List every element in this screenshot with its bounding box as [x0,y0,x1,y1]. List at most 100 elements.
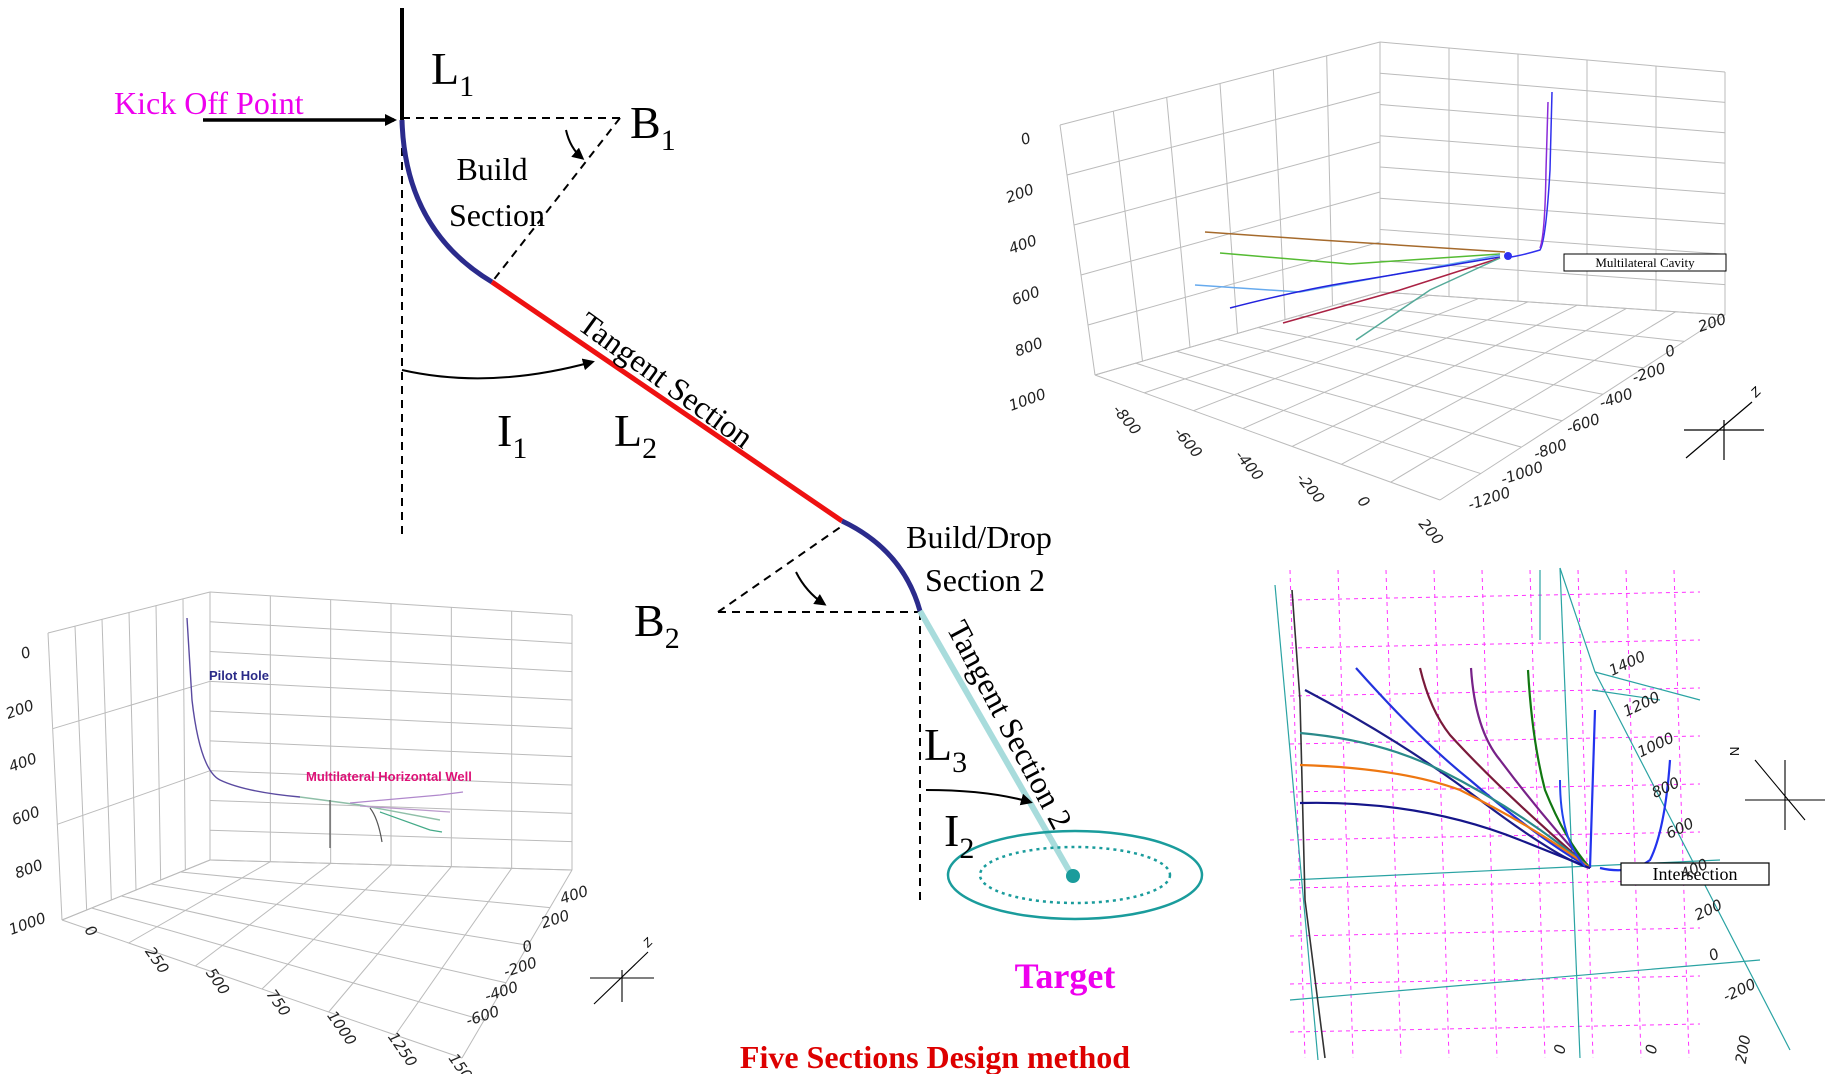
br-edge-path [1291,589,1326,1059]
bl-grid-line [91,907,485,1021]
bl-left-tick: 0 [18,643,33,663]
tr-bottom-tick: -400 [1231,447,1267,485]
tr-left-tick: 1000 [1006,385,1048,415]
tr-right-tick: -600 [1564,410,1602,438]
build-drop-section-curve [840,518,923,612]
tr-label-box [1563,253,1727,272]
br-grid-line [1289,569,1306,1059]
tr-grid-line [1379,197,1726,225]
bl-lateral-main [299,796,441,821]
tr-bottom-ticks: -800 -600 -400 -200 0 200 [1109,401,1447,549]
bl-bottom-tick: 250 [141,943,172,977]
br-path-4 [1469,667,1591,869]
tr-grid-line [1272,69,1286,320]
bl-lateral-d [369,807,383,843]
bl-lateral-a [349,791,464,804]
bl-right-tick: -200 [501,953,539,981]
tr-left-tick: 400 [1006,231,1039,258]
label-l2: L2 [614,405,657,465]
bl-grid-line [128,612,137,891]
br-right-tick: 600 [1663,814,1697,842]
bl-right-tick: -600 [464,1002,502,1030]
tr-bottom-tick: -600 [1170,424,1206,462]
target-label: Target [1015,956,1116,996]
br-grid-line [1529,569,1546,1059]
br-bottom-tick: 0 [1550,1043,1569,1056]
tr-grid-line [1257,327,1603,395]
tr-bottom-tick: 0 [1354,492,1374,511]
tr-grid-line [1135,362,1481,475]
br-n-axis-icon: N [1727,747,1825,830]
bl-left-tick: 800 [12,856,45,883]
br-bottom-tick: 200 [1732,1033,1755,1064]
br-path-5 [1526,669,1591,869]
bl-grid-line [61,919,463,1059]
tr-path-brown [1204,231,1506,253]
bl-grid [47,591,573,1059]
tr-grid-line [1176,350,1522,448]
tr-grid-line [1390,311,1676,483]
tr-grid-line [1326,55,1333,306]
i2-angle-arrow [925,789,1033,806]
kick-off-point-label: Kick Off Point [114,85,304,121]
tr-path-blue-branch [1229,256,1501,309]
tr-bottom-tick: -800 [1109,401,1145,439]
br-grid-line [1625,569,1642,1059]
br-grid-line [1433,569,1450,1059]
br-path-11 [1559,779,1586,867]
tr-path-maroon [1282,257,1501,324]
tr-grid-line [1379,135,1726,164]
bl-left-tick: 400 [6,749,39,776]
br-grid-line [1289,831,1701,841]
bl-grid-line [47,632,63,921]
br-frame-line [1274,584,1319,1061]
br-path-6 [1588,709,1597,869]
br-grid-line [1289,927,1701,937]
br-frame-line [1591,689,1661,701]
bl-grid-line [461,869,573,1059]
bl-grid-line [150,883,529,946]
tr-bottom-tick: 200 [1415,515,1447,549]
bl-grid-line [209,859,573,871]
br-right-tick: 200 [1692,896,1726,924]
z-axis-icon: Z [1684,383,1764,460]
br-axis-letter: N [1727,747,1742,756]
bl-left-tick: 200 [3,696,36,723]
tr-path-purple-vertical [1539,101,1549,249]
tr-grid-line [1094,374,1441,501]
tr-grid-line [1379,166,1726,194]
br-grid-line [1673,569,1690,1059]
bl-lateral-e [379,811,443,833]
br-grid [1274,567,1791,1061]
tr-path-lightblue [1194,254,1501,293]
tr-grid-line [1291,304,1578,447]
bl-bottom-tick: 0 [81,922,101,940]
i1-angle-arrow [401,358,595,380]
br-frame-line [1289,959,1761,1001]
br-path-8 [1299,763,1591,869]
bl-grid-line [394,868,513,1036]
tangent-section-label: Tangent Section [572,305,760,456]
build-section-label: Build Section [449,151,545,233]
tr-left-tick: 600 [1009,282,1042,309]
tr-bottom-tick: -200 [1293,469,1329,507]
tr-path-green [1219,252,1501,265]
label-l3: L3 [924,719,967,779]
label-b1: B1 [630,97,676,157]
plot-intersection: Intersection 1400120010008006004002000-2… [1274,567,1825,1065]
tr-well-paths [1194,91,1553,341]
label-b2: B2 [634,595,680,655]
br-path-10 [1599,759,1672,872]
tr-grid-line [1298,315,1644,369]
bl-right-tick: 200 [539,906,572,932]
label-i1: I1 [497,405,527,465]
br-grid-line [1289,783,1701,793]
tr-grid-line [1219,83,1238,334]
br-right-tick: 1200 [1620,688,1662,720]
tr-right-tick: -1200 [1466,483,1513,514]
tangent-section-2-label: Tangent Section 2 [940,614,1080,835]
bl-label-multilateral: Multilateral Horizontal Well [306,769,472,784]
tr-right-tick: -400 [1597,384,1635,412]
